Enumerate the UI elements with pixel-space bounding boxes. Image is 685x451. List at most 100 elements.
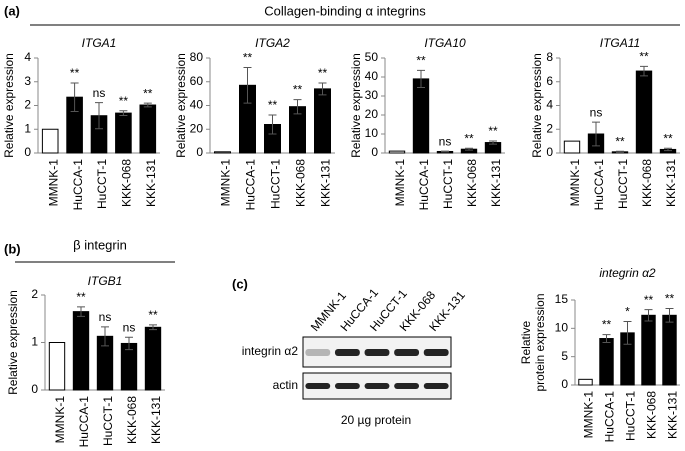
error-bar [665,308,674,323]
error-bar [465,147,473,151]
y-tick-label: 30 [365,88,379,102]
significance-label: ns [99,310,112,324]
y-tick-label: 2 [31,287,38,301]
bar [314,88,331,154]
y-tick-label: 10 [365,126,379,140]
significance-label: ** [293,83,303,97]
chart-title: ITGA10 [424,36,466,50]
error-bar [125,336,133,351]
significance-label: ns [93,86,106,100]
panel-title: β integrin [73,237,127,252]
error-bar [101,326,109,347]
y-axis-label: Relative [519,321,533,365]
y-tick-label: 0 [196,145,203,159]
significance-label: ** [488,124,498,138]
bar [662,314,677,386]
x-tick-label: KKK-068 [645,391,659,439]
x-tick-label: HuCCA-1 [71,159,85,211]
significance-label: ** [119,94,129,108]
y-tick-label: 0 [31,382,38,396]
significance-label: ** [243,51,253,65]
y-tick-label: 15 [555,292,569,306]
bar [214,151,231,154]
blot-band [305,383,331,389]
y-tick-label: 8 [546,50,553,64]
error-bar [640,65,648,77]
chart-title: ITGB1 [88,274,123,288]
panel-label: (a) [4,3,20,18]
y-tick-label: 2 [24,98,31,112]
x-tick-label: HuCCT-1 [101,396,115,446]
x-tick-label: MMNK-1 [393,159,407,207]
significance-label: * [625,305,630,319]
x-tick-label: HuCCT-1 [95,159,109,209]
error-bar [644,309,653,322]
y-tick-label: 3 [24,74,31,88]
y-tick-label: 20 [190,121,204,135]
y-tick-label: 0 [561,377,568,391]
y-axis-label: Relative expression [174,53,188,158]
bar [599,338,614,386]
y-tick-label: 40 [190,98,204,112]
y-tick-label: 6 [546,74,553,88]
significance-label: ns [123,320,136,334]
y-tick-label: 80 [190,50,204,64]
significance-label: ** [70,66,80,80]
error-bar [70,82,79,112]
y-axis-label: Relative expression [6,290,20,395]
blot-caption: 20 µg protein [341,413,411,427]
significance-label: ** [644,293,654,307]
x-tick-label: KKK-068 [640,159,654,207]
error-bar [77,306,85,317]
chart-title: integrin α2 [599,266,656,280]
bar [48,342,66,391]
error-bar [318,82,327,96]
bar [120,342,138,391]
x-tick-label: HuCCA-1 [244,159,258,211]
y-tick-label: 20 [365,107,379,121]
blot-row-label: actin [273,378,298,392]
x-tick-label: HuCCT-1 [441,159,455,209]
x-tick-label: KKK-131 [144,159,158,207]
chart-title: ITGA2 [255,36,290,50]
y-tick-label: 2 [546,121,553,135]
y-axis-label: Relative expression [2,53,16,158]
bar [144,326,162,391]
significance-label: ** [615,134,625,148]
y-tick-label: 1 [31,335,38,349]
x-tick-label: MMNK-1 [582,391,596,439]
error-bar [592,121,600,147]
y-tick-label: 4 [546,98,553,112]
bar [412,78,430,154]
blot-row-label: integrin α2 [242,344,299,358]
blot-band [334,383,360,389]
error-bar [143,102,152,108]
x-tick-label: MMNK-1 [219,159,233,207]
chart-title: ITGA1 [82,36,117,50]
error-bar [243,67,252,104]
blot-band [394,349,420,356]
significance-label: ** [464,131,474,145]
error-bar [119,110,128,116]
blot-band [305,349,331,356]
error-bar [623,321,632,345]
bar [641,314,656,386]
bar [635,70,653,154]
error-bar [268,114,277,135]
significance-label: ** [416,54,426,68]
y-axis-label: protein expression [533,293,547,391]
y-tick-label: 60 [190,74,204,88]
error-bar [95,102,103,130]
y-tick-label: 1 [24,121,31,135]
panel-label: (b) [4,241,21,256]
x-tick-label: HuCCT-1 [624,391,638,441]
bar [388,150,406,154]
significance-label: ns [439,134,452,148]
error-bar [149,324,157,331]
x-tick-label: MMNK-1 [568,159,582,207]
x-tick-label: KKK-068 [120,159,134,207]
x-tick-label: KKK-131 [149,396,163,444]
error-bar [489,140,497,145]
error-bar [441,150,449,153]
y-tick-label: 50 [365,50,379,64]
